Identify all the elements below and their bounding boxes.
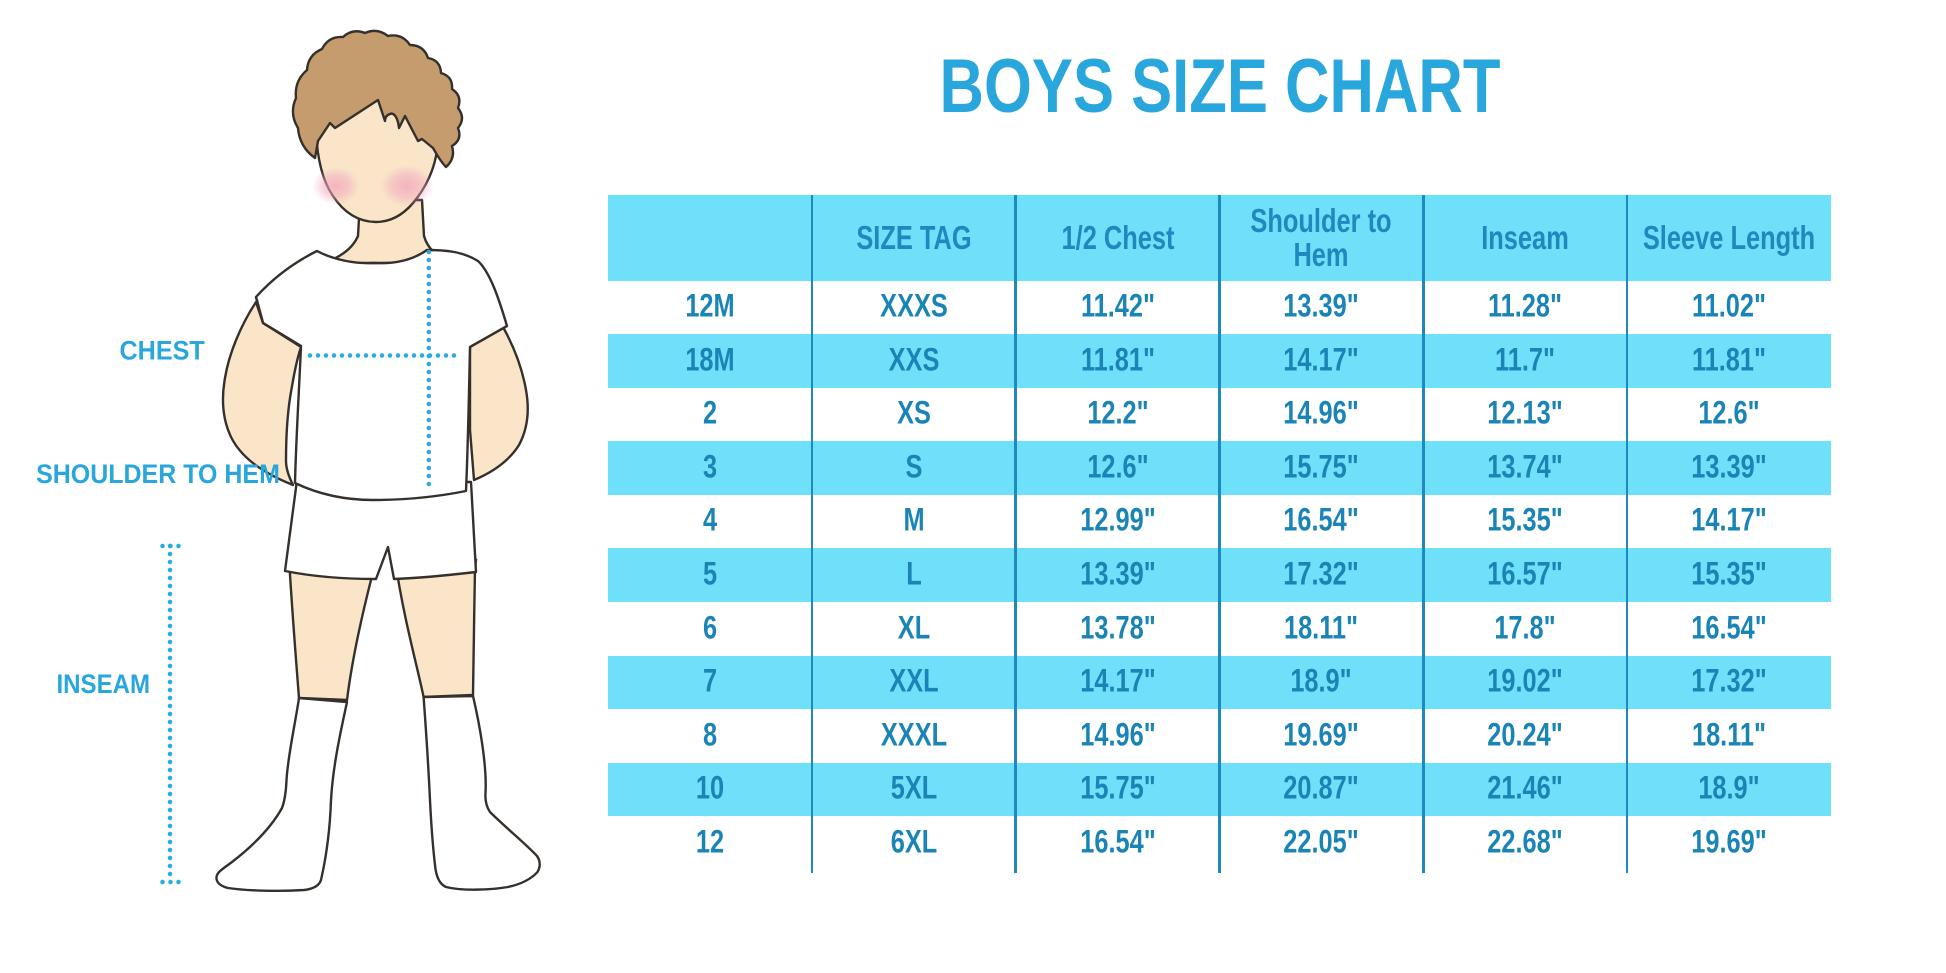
- svg-text:INSEAM: INSEAM: [57, 669, 151, 699]
- svg-text:CHEST: CHEST: [120, 336, 205, 366]
- svg-text:SHOULDER TO HEM: SHOULDER TO HEM: [36, 459, 280, 489]
